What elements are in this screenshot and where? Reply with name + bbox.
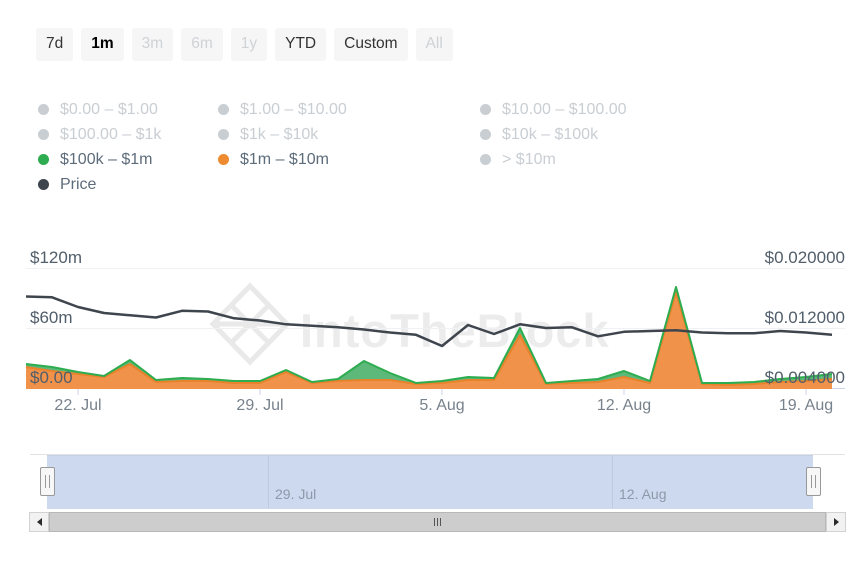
legend-dot-orange-icon bbox=[218, 154, 229, 165]
orange-area-series-1m-10m bbox=[26, 292, 832, 389]
main-chart: IntoTheBlock $120m $60m $0.00 $0.020000 … bbox=[25, 248, 845, 414]
legend-dot-price-icon bbox=[38, 179, 49, 190]
legend-dot-icon bbox=[480, 154, 491, 165]
x-label-12-aug: 12. Aug bbox=[597, 397, 651, 414]
legend-item-10-100[interactable]: $10.00 – $100.00 bbox=[480, 97, 818, 122]
legend-dot-icon bbox=[218, 104, 229, 115]
range-selector: 7d 1m 3m 6m 1y YTD Custom All bbox=[36, 28, 453, 61]
navigator-left-handle[interactable] bbox=[40, 467, 55, 496]
legend-label: $1m – $10m bbox=[240, 150, 329, 168]
x-label-22-jul: 22. Jul bbox=[54, 397, 101, 414]
legend-item-1k-10k[interactable]: $1k – $10k bbox=[218, 122, 480, 147]
x-label-5-aug: 5. Aug bbox=[419, 397, 464, 414]
left-axis-labels: $120m $60m $0.00 bbox=[30, 248, 82, 387]
legend: $0.00 – $1.00 $1.00 – $10.00 $10.00 – $1… bbox=[38, 97, 818, 197]
arrow-left-icon bbox=[36, 518, 42, 526]
left-axis-label-0: $0.00 bbox=[30, 368, 73, 387]
scrollbar-thumb[interactable] bbox=[49, 512, 826, 532]
range-button-custom[interactable]: Custom bbox=[334, 28, 408, 61]
legend-item-over-10m[interactable]: > $10m bbox=[480, 147, 818, 172]
range-button-3m[interactable]: 3m bbox=[131, 28, 174, 61]
legend-item-100-1k[interactable]: $100.00 – $1k bbox=[38, 122, 218, 147]
legend-item-1m-10m[interactable]: $1m – $10m bbox=[218, 147, 480, 172]
legend-dot-icon bbox=[480, 129, 491, 140]
legend-item-price[interactable]: Price bbox=[38, 172, 218, 197]
navigator-gridline-29-jul bbox=[268, 455, 269, 508]
navigator-label-29-jul: 29. Jul bbox=[275, 486, 317, 502]
handle-grip-icon bbox=[811, 475, 816, 488]
range-button-1y[interactable]: 1y bbox=[230, 28, 268, 61]
arrow-right-icon bbox=[833, 518, 839, 526]
range-button-ytd[interactable]: YTD bbox=[275, 28, 327, 61]
right-axis-label-0012: $0.012000 bbox=[765, 308, 845, 327]
left-axis-label-60m: $60m bbox=[30, 308, 73, 327]
legend-item-1-10[interactable]: $1.00 – $10.00 bbox=[218, 97, 480, 122]
green-series-edge bbox=[25, 286, 833, 384]
legend-item-10k-100k[interactable]: $10k – $100k bbox=[480, 122, 818, 147]
intotheblock-watermark-icon bbox=[209, 282, 291, 366]
x-axis-ticks bbox=[77, 388, 807, 395]
legend-dot-icon bbox=[480, 104, 491, 115]
legend-label: $1k – $10k bbox=[240, 125, 319, 143]
legend-item-0-1[interactable]: $0.00 – $1.00 bbox=[38, 97, 218, 122]
scrollbar-left-button[interactable] bbox=[29, 512, 49, 532]
range-button-1m[interactable]: 1m bbox=[81, 28, 124, 61]
legend-label: $0.00 – $1.00 bbox=[60, 100, 158, 118]
legend-dot-green-icon bbox=[38, 154, 49, 165]
right-axis-labels: $0.020000 $0.012000 $0.004000 bbox=[765, 248, 845, 387]
navigator-gridline-12-aug bbox=[612, 455, 613, 508]
navigator-label-12-aug: 12. Aug bbox=[619, 486, 667, 502]
legend-label: $100k – $1m bbox=[60, 150, 153, 168]
legend-label: $1.00 – $10.00 bbox=[240, 100, 347, 118]
navigator-top-border bbox=[30, 454, 845, 455]
x-axis-labels: 22. Jul 29. Jul 5. Aug 12. Aug 19. Aug bbox=[54, 397, 833, 414]
legend-label: $10k – $100k bbox=[502, 125, 599, 143]
navigator-right-handle[interactable] bbox=[806, 467, 821, 496]
x-label-19-aug: 19. Aug bbox=[779, 397, 833, 414]
legend-label: $100.00 – $1k bbox=[60, 125, 162, 143]
watermark-text: IntoTheBlock bbox=[300, 304, 610, 357]
range-button-all[interactable]: All bbox=[415, 28, 453, 61]
right-axis-label-0004: $0.004000 bbox=[765, 368, 845, 387]
legend-label: Price bbox=[60, 175, 97, 193]
navigator-selected-range[interactable] bbox=[47, 455, 813, 509]
legend-dot-icon bbox=[218, 129, 229, 140]
left-axis-label-120m: $120m bbox=[30, 248, 82, 267]
gridlines bbox=[26, 268, 845, 389]
legend-item-100k-1m[interactable]: $100k – $1m bbox=[38, 147, 218, 172]
scrollbar-right-button[interactable] bbox=[826, 512, 846, 532]
right-axis-label-002: $0.020000 bbox=[765, 248, 845, 267]
x-label-29-jul: 29. Jul bbox=[236, 397, 283, 414]
legend-label: $10.00 – $100.00 bbox=[502, 100, 627, 118]
legend-label: > $10m bbox=[502, 150, 556, 168]
legend-dot-icon bbox=[38, 104, 49, 115]
range-button-7d[interactable]: 7d bbox=[36, 28, 74, 61]
price-line-series bbox=[25, 295, 833, 348]
range-button-6m[interactable]: 6m bbox=[181, 28, 223, 61]
handle-grip-icon bbox=[45, 475, 50, 488]
legend-dot-icon bbox=[38, 129, 49, 140]
